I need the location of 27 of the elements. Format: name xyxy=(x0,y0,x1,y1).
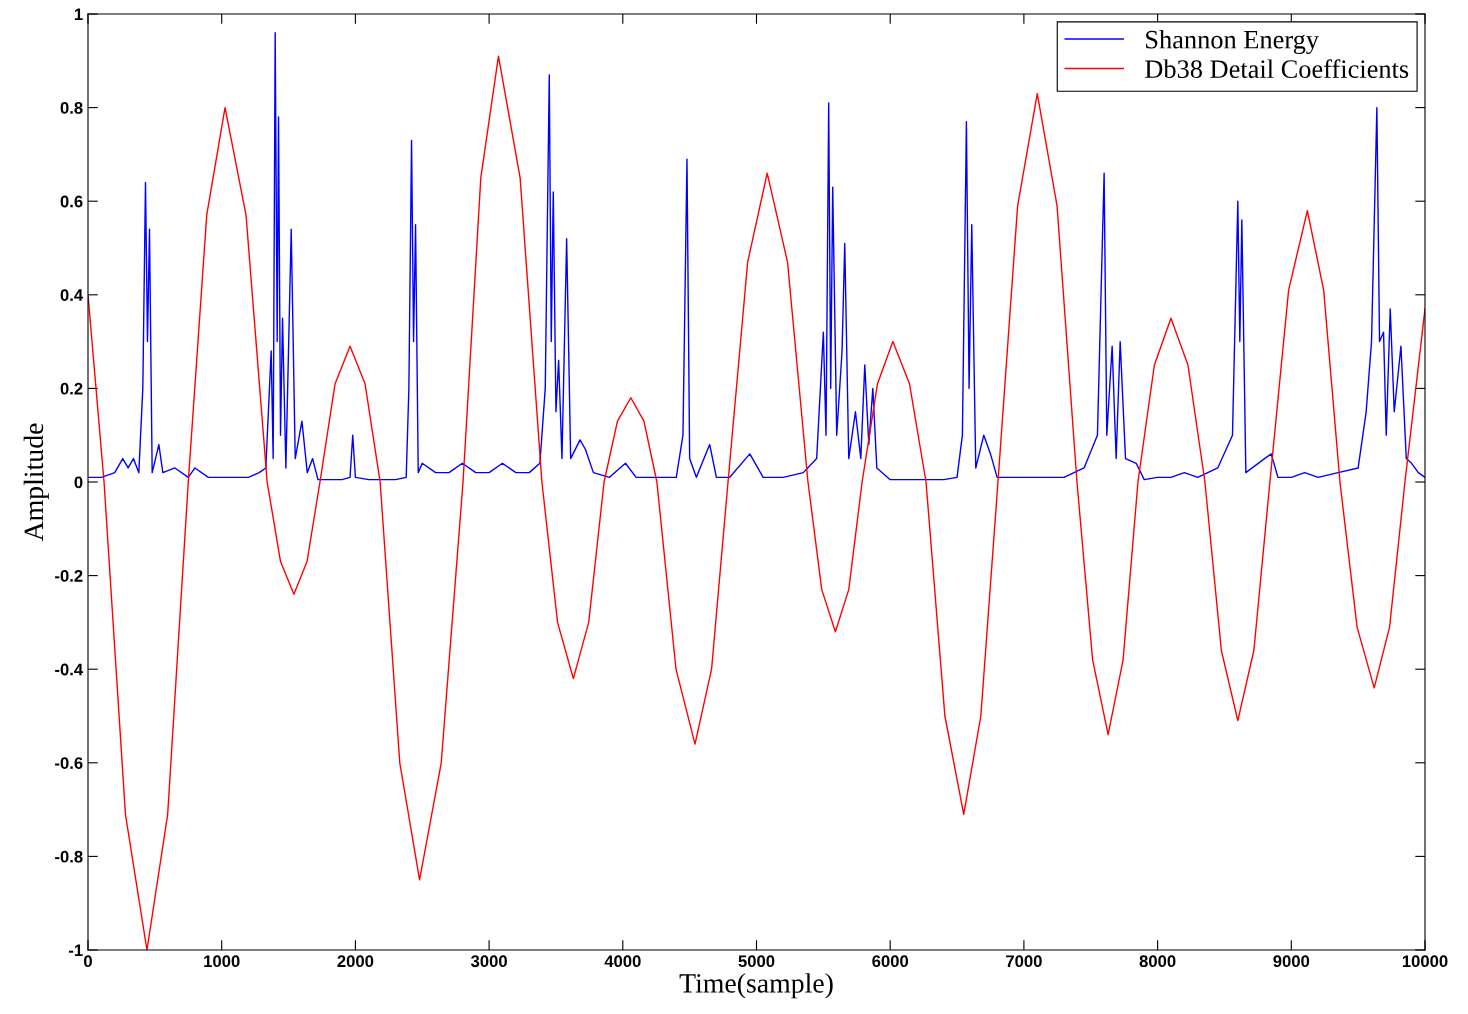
y-tick-label: 1 xyxy=(74,8,83,21)
x-tick-label: 2000 xyxy=(337,955,374,968)
y-tick-label: 0.2 xyxy=(60,382,83,395)
y-tick-label: -0.2 xyxy=(55,570,83,582)
x-tick-label: 8000 xyxy=(1139,955,1176,968)
x-tick-label: 1000 xyxy=(204,955,240,968)
x-tick-label: 5000 xyxy=(738,955,775,968)
y-tick-label: -0.4 xyxy=(55,663,84,676)
y-axis-title: Amplitude xyxy=(23,423,49,542)
x-tick-label: 4000 xyxy=(604,955,641,968)
x-tick-label: 9000 xyxy=(1273,955,1310,968)
x-tick-label: 10000 xyxy=(1402,955,1448,968)
y-tick-label: 0.4 xyxy=(60,289,84,301)
x-tick-label: 6000 xyxy=(872,955,909,968)
x-tick-label: 3000 xyxy=(470,955,507,968)
y-tick-label: 0 xyxy=(74,476,83,489)
y-tick-label: -0.6 xyxy=(55,757,83,769)
y-tick-label: -0.8 xyxy=(55,850,83,863)
x-tick-label: 7000 xyxy=(1006,955,1042,968)
y-tick-label: -1 xyxy=(68,944,83,957)
x-axis-title: Time(sample) xyxy=(679,973,833,999)
y-tick-label: 0.8 xyxy=(60,102,83,114)
legend-label: Db38 Detail Coefficients xyxy=(1145,59,1409,79)
legend-label: Shannon Energy xyxy=(1146,29,1319,54)
x-tick-label: 0 xyxy=(84,955,92,968)
line-series xyxy=(88,32,1425,481)
y-tick-label: 0.6 xyxy=(60,195,83,208)
